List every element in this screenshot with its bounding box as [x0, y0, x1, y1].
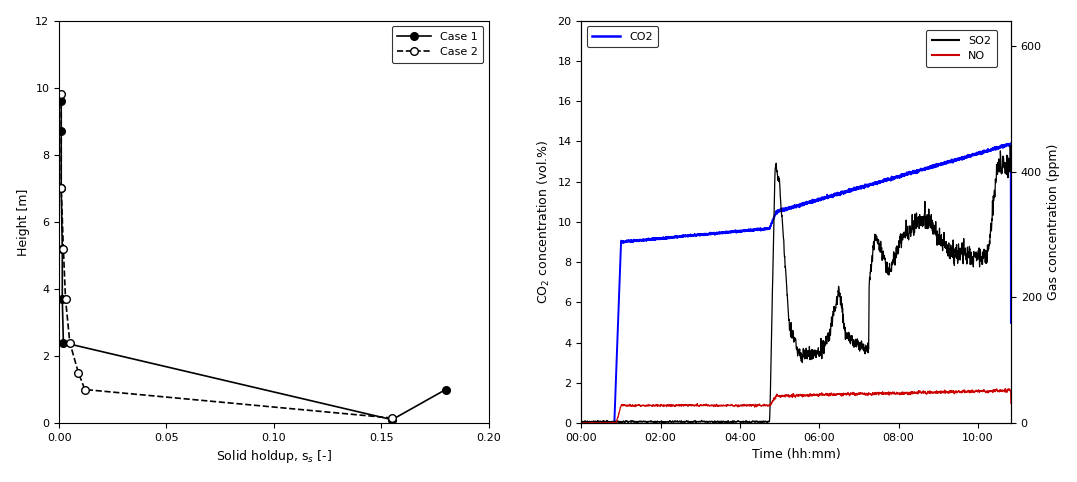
Legend: SO2, NO: SO2, NO: [926, 30, 997, 67]
Line: Case 2: Case 2: [57, 91, 396, 422]
Case 2: [57, 246, 70, 252]
Y-axis label: Height [m]: Height [m]: [16, 188, 30, 255]
Case 2: [72, 370, 85, 375]
Y-axis label: CO$_2$ concentration (vol.%): CO$_2$ concentration (vol.%): [535, 140, 551, 304]
Case 2: [59, 296, 72, 302]
X-axis label: Solid holdup, s$_s$ [-]: Solid holdup, s$_s$ [-]: [215, 448, 332, 465]
Case 2: [79, 387, 92, 392]
Case 1: [439, 387, 452, 392]
Case 1: [386, 417, 398, 423]
Case 1: [55, 186, 68, 191]
Case 1: [55, 98, 68, 104]
Case 1: [55, 128, 68, 134]
Line: Case 1: Case 1: [57, 97, 449, 424]
Case 2: [55, 92, 68, 97]
Case 1: [56, 246, 69, 252]
Y-axis label: Gas concentration (ppm): Gas concentration (ppm): [1047, 144, 1061, 300]
Legend: Case 1, Case 2: Case 1, Case 2: [392, 26, 484, 63]
X-axis label: Time (hh:mm): Time (hh:mm): [752, 448, 840, 461]
Case 1: [57, 340, 70, 346]
Case 2: [386, 415, 398, 421]
Case 2: [64, 340, 76, 346]
Case 2: [55, 186, 68, 191]
Case 1: [56, 296, 69, 302]
